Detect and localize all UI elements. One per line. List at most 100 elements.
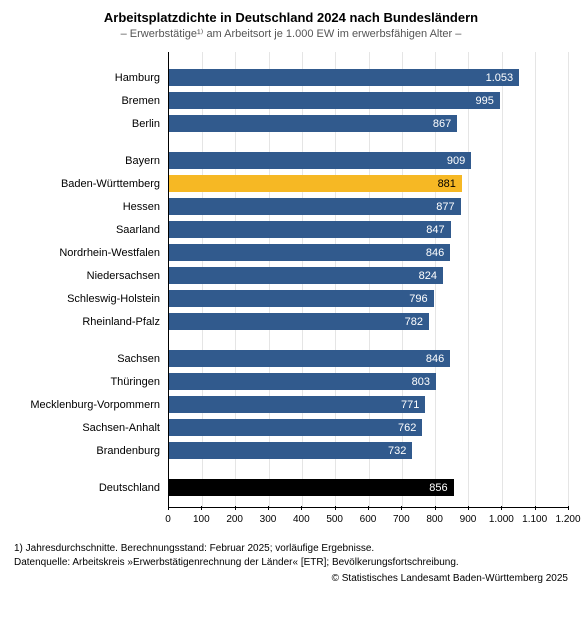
bars: 1.053 995 867 909 881 877 847 846 824 796 782 846 80… [169,52,568,507]
bar-wrap: 782 [169,310,568,333]
category-label: Schleswig-Holstein [14,293,168,305]
bar-row: 881 [169,172,568,195]
bar: 877 [169,198,461,215]
label-row: Thüringen [14,370,168,393]
x-tick-label: 900 [460,514,477,525]
bar-row: 771 [169,393,568,416]
bar-row: 846 [169,241,568,264]
bar-wrap: 1.053 [169,66,568,89]
category-label: Rheinland-Pfalz [14,316,168,328]
bar-row: 995 [169,89,568,112]
bar: 847 [169,221,451,238]
tick-mark [568,506,569,510]
bar: 846 [169,350,450,367]
bar: 867 [169,115,457,132]
bar: 796 [169,290,434,307]
bar-wrap: 824 [169,264,568,287]
tick-mark [301,506,302,510]
tick-mark [401,506,402,510]
bar: 1.053 [169,69,519,86]
tick-mark [335,506,336,510]
bar-wrap: 867 [169,112,568,135]
bar: 856 [169,479,454,496]
category-label: Bremen [14,95,168,107]
chart-area: Hamburg Bremen Berlin BayernBaden-Württembe… [14,52,568,534]
x-tick-label: 1.100 [522,514,547,525]
x-tick-label: 200 [226,514,243,525]
x-tick-label: 1.000 [489,514,514,525]
label-row: Bremen [14,89,168,112]
bar-row: 732 [169,439,568,462]
label-row: Brandenburg [14,439,168,462]
bar-row: 762 [169,416,568,439]
bar-row: 824 [169,264,568,287]
x-tick-label: 400 [293,514,310,525]
x-tick-label: 800 [426,514,443,525]
label-row: Deutschland [14,476,168,499]
bar-row: 796 [169,287,568,310]
bar: 762 [169,419,422,436]
x-tick-label: 100 [193,514,210,525]
label-row: Nordrhein-Westfalen [14,241,168,264]
chart-title: Arbeitsplatzdichte in Deutschland 2024 n… [14,10,568,25]
category-label: Niedersachsen [14,270,168,282]
label-row: Bayern [14,149,168,172]
label-row: Sachsen [14,347,168,370]
category-label: Nordrhein-Westfalen [14,247,168,259]
bar-wrap: 846 [169,241,568,264]
bar-row: 846 [169,347,568,370]
group-gap [14,333,168,347]
x-tick-label: 700 [393,514,410,525]
tick-mark [435,506,436,510]
copyright: © Statistisches Landesamt Baden-Württemb… [14,573,568,584]
bar-row: 909 [169,149,568,172]
category-label: Deutschland [14,482,168,494]
footnote-line-2: Datenquelle: Arbeitskreis »Erwerbstätige… [14,556,568,570]
category-label: Saarland [14,224,168,236]
label-row: Rheinland-Pfalz [14,310,168,333]
bar-row: 867 [169,112,568,135]
bar-wrap: 803 [169,370,568,393]
bar-row: 803 [169,370,568,393]
label-row: Baden-Württemberg [14,172,168,195]
group-gap [14,52,168,66]
bar: 782 [169,313,429,330]
x-tick-label: 300 [260,514,277,525]
tick-mark [268,506,269,510]
category-label: Mecklenburg-Vorpommern [14,399,168,411]
bar-row: 847 [169,218,568,241]
bar-wrap: 847 [169,218,568,241]
label-row: Hamburg [14,66,168,89]
group-gap [169,52,568,66]
bar-wrap: 796 [169,287,568,310]
gridline [568,52,569,507]
bar-wrap: 877 [169,195,568,218]
x-tick-label: 0 [165,514,171,525]
footnote-line-1: 1) Jahresdurchschnitte. Berechnungsstand… [14,542,568,556]
bar-wrap: 762 [169,416,568,439]
category-label: Sachsen [14,353,168,365]
group-gap [14,499,168,507]
group-gap [14,462,168,476]
bar: 803 [169,373,436,390]
bar: 771 [169,396,425,413]
tick-mark [535,506,536,510]
label-row: Hessen [14,195,168,218]
label-row: Niedersachsen [14,264,168,287]
category-label: Brandenburg [14,445,168,457]
bar: 846 [169,244,450,261]
bar: 995 [169,92,500,109]
tick-mark [468,506,469,510]
tick-mark [168,506,169,510]
tick-mark [501,506,502,510]
tick-mark [235,506,236,510]
plot-area: 1.053 995 867 909 881 877 847 846 824 796 782 846 80… [168,52,568,508]
category-label: Berlin [14,118,168,130]
group-gap [169,333,568,347]
bar: 881 [169,175,462,192]
x-tick-label: 600 [360,514,377,525]
group-gap [169,462,568,476]
y-axis-labels: Hamburg Bremen Berlin BayernBaden-Württembe… [14,52,168,508]
bar-row: 1.053 [169,66,568,89]
bar-row: 877 [169,195,568,218]
